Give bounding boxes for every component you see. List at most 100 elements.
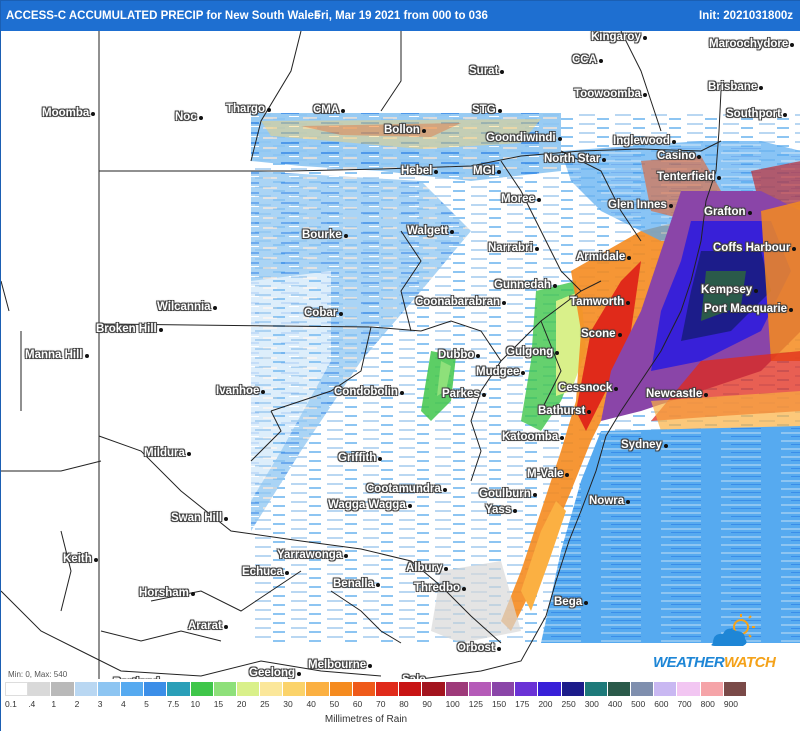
legend-tick: 400: [607, 699, 623, 709]
legend-tick: 15: [213, 699, 224, 709]
legend-tick: 4: [120, 699, 126, 709]
place-marker: [513, 509, 518, 513]
legend-swatch: [584, 682, 608, 696]
place-marker: [266, 108, 271, 112]
place-label: Katoomba: [502, 431, 559, 443]
place-label: Thargo: [226, 103, 265, 115]
place-marker: [444, 567, 449, 571]
legend-tick: 7.5: [167, 699, 180, 709]
place-label: Maroochydore: [709, 38, 789, 50]
legend-tick: 200: [538, 699, 553, 709]
place-marker: [344, 554, 349, 558]
place-label: Echuca: [242, 566, 283, 578]
place-label: Ivanhoe: [216, 385, 260, 397]
legend-tick: 125: [468, 699, 483, 709]
legend-swatch: [631, 682, 655, 696]
legend-swatch: [538, 682, 562, 696]
place-marker: [343, 234, 348, 238]
place-label: Nowra: [589, 495, 625, 507]
place-label: Coonabarabran: [415, 296, 500, 308]
legend-swatch: [144, 682, 168, 696]
legend-tick: 300: [584, 699, 599, 709]
place-marker: [790, 43, 795, 47]
legend-swatch: [445, 682, 469, 696]
legend-swatch: [28, 682, 52, 696]
place-label: Kingaroy: [591, 31, 641, 43]
cloud-sun-icon: [711, 614, 755, 646]
place-label: Toowoomba: [574, 88, 641, 100]
legend-tick: 600: [654, 699, 669, 709]
legend-tick: 80: [399, 699, 409, 709]
place-label: Surat: [469, 65, 499, 77]
place-label: Orbost: [457, 642, 495, 654]
place-marker: [532, 493, 537, 497]
place-label: Horsham: [139, 587, 189, 599]
legend-tick: 175: [515, 699, 530, 709]
legend-tick: 50: [329, 699, 340, 709]
header-bar: ACCESS-C ACCUMULATED PRECIP for New Sout…: [1, 1, 800, 31]
place-marker: [747, 211, 752, 215]
weatherwatch-logo: WEATHERWATCH: [653, 613, 793, 673]
legend-tick: 20: [236, 699, 247, 709]
place-label: Hebel: [401, 165, 433, 177]
legend-tick: 60: [352, 699, 363, 709]
place-marker: [626, 301, 631, 305]
place-marker: [261, 390, 266, 394]
legend-swatch: [167, 682, 191, 696]
place-label: MGI: [473, 165, 495, 177]
place-marker: [497, 109, 502, 113]
place-marker: [536, 198, 541, 202]
place-marker: [782, 113, 787, 117]
place-marker: [190, 592, 195, 596]
place-marker: [617, 333, 622, 337]
borders: [1, 31, 722, 679]
place-label: Cobar: [304, 307, 338, 319]
place-marker: [668, 204, 673, 208]
place-marker: [84, 354, 89, 358]
place-marker: [663, 444, 668, 448]
precip-map[interactable]: Kingaroy Maroochydore CCA Surat Toowoomba Bri…: [1, 31, 800, 679]
place-marker: [421, 129, 426, 133]
place-label: Goulburn: [479, 488, 531, 500]
legend-tick: 0.1: [5, 699, 17, 709]
legend-swatch: [329, 682, 353, 696]
place-label: Wagga Wagga: [328, 499, 406, 511]
legend-swatch: [97, 682, 121, 696]
place-marker: [697, 155, 702, 159]
place-marker: [368, 664, 373, 668]
place-label: Cootamundra: [366, 483, 441, 495]
logo-wordmark: WEATHERWATCH: [653, 654, 776, 671]
legend-tick: 250: [561, 699, 576, 709]
legend-tick: 500: [631, 699, 646, 709]
place-marker: [496, 170, 501, 174]
place-label: Thredbo: [414, 582, 460, 594]
legend-tick: 70: [376, 699, 386, 709]
place-marker: [339, 312, 344, 316]
place-marker: [598, 59, 603, 63]
place-marker: [93, 558, 98, 562]
place-marker: [759, 86, 764, 90]
place-label: Benalla: [333, 578, 374, 590]
legend-tick: 700: [677, 699, 692, 709]
product-title: ACCESS-C ACCUMULATED PRECIP for New Sout…: [6, 10, 321, 22]
place-marker: [375, 583, 380, 587]
place-label: Tenterfield: [657, 171, 715, 183]
legend-swatch: [654, 682, 678, 696]
rain-area-ocean: [541, 426, 800, 643]
place-marker: [584, 601, 589, 605]
place-label: Port Macquarie: [704, 303, 788, 315]
place-label: Armidale: [576, 251, 626, 263]
place-label: Gunnedah: [494, 279, 551, 291]
legend-tick: 150: [491, 699, 507, 709]
legend-tick: 2: [74, 699, 80, 709]
legend-tick: 10: [190, 699, 200, 709]
place-label: Bega: [554, 596, 583, 608]
place-marker: [378, 457, 383, 461]
legend-swatch: [120, 682, 145, 696]
place-marker: [614, 387, 619, 391]
place-label: Noc: [175, 111, 197, 123]
place-marker: [224, 517, 229, 521]
legend-swatch: [306, 682, 330, 696]
place-marker: [341, 109, 346, 113]
